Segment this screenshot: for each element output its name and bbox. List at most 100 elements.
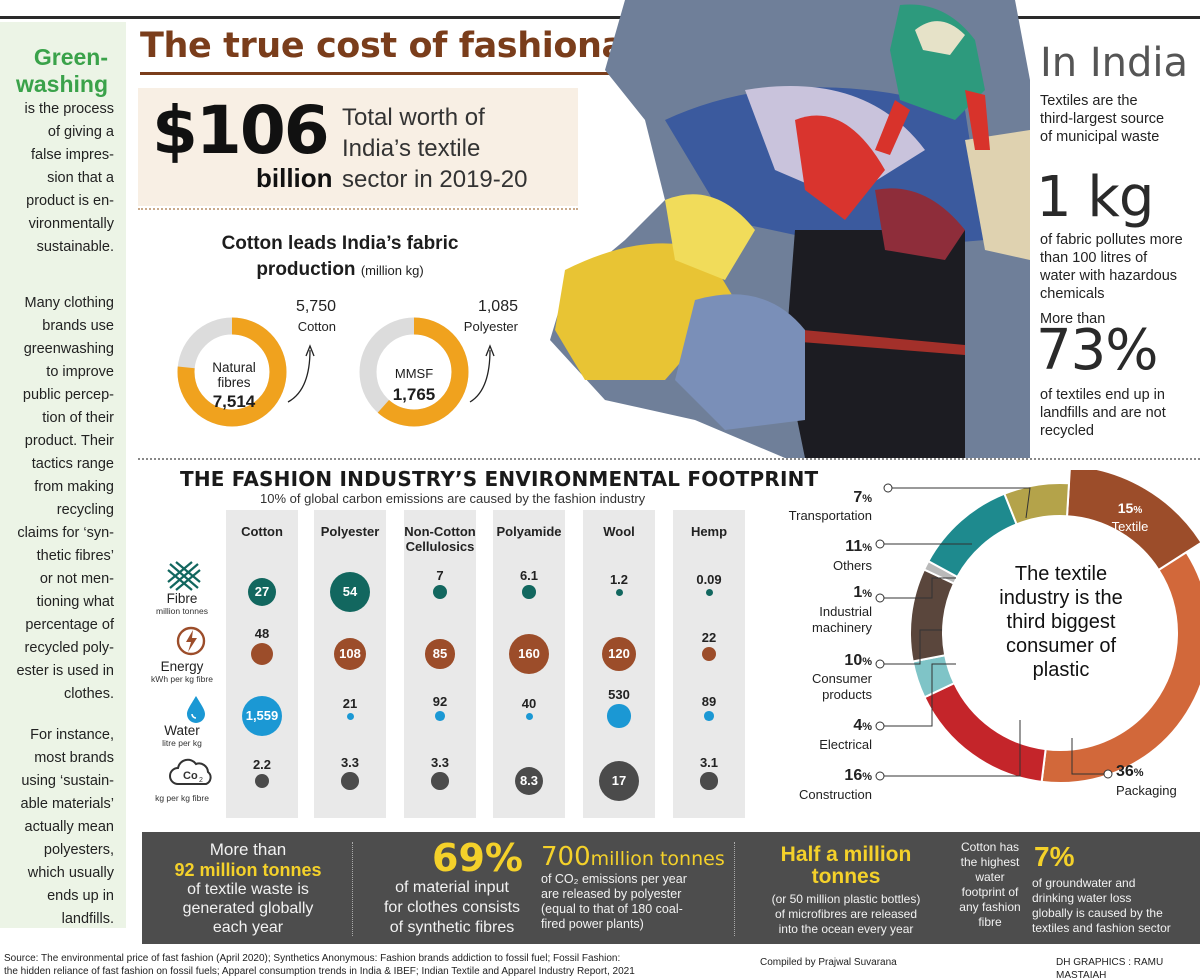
bubble-3-1 bbox=[341, 772, 359, 790]
stat-cotton-water: Cotton has the highest water footprint o… bbox=[959, 840, 1021, 929]
pie-name-textile: Textile bbox=[1111, 519, 1149, 534]
bubble-3-0 bbox=[254, 773, 270, 789]
bubble-1-1 bbox=[333, 637, 367, 671]
bubble-2-2 bbox=[435, 711, 445, 721]
stat-synthetic-figure: 69% bbox=[432, 836, 523, 880]
pie-pct-others-value: 11 bbox=[845, 538, 863, 555]
bubble-value-2-4: 530 bbox=[608, 687, 630, 703]
column-header-wool: Wool bbox=[603, 524, 635, 539]
stat-waste-text: of textile waste is generated globally e… bbox=[182, 881, 314, 936]
plastic-leader-lines bbox=[875, 483, 1113, 781]
bubble-value-2-1: 21 bbox=[342, 695, 358, 711]
top-rule bbox=[0, 16, 1200, 19]
footprint-title: THE FASHION INDUSTRY’S ENVIRONMENTAL FOO… bbox=[180, 467, 819, 491]
footer-source: Source: The environmental price of fast … bbox=[4, 953, 635, 977]
pie-name-packaging: Packaging bbox=[1116, 783, 1177, 798]
natural-callout-arrowhead bbox=[305, 344, 315, 357]
bubble-1-4 bbox=[601, 636, 637, 672]
stat-co2-figure: 700million tonnes bbox=[541, 842, 725, 872]
bubble-1-3 bbox=[509, 634, 549, 674]
pie-pct-others: 11% bbox=[752, 538, 872, 556]
cotton-title-line1: Cotton leads India’s fabric bbox=[221, 233, 459, 254]
pie-pct-transportation: 7% bbox=[752, 489, 872, 507]
bubble-2-1 bbox=[346, 712, 354, 720]
polyester-callout-label: Polyester bbox=[463, 319, 518, 334]
column-header-cotton: Cotton bbox=[241, 524, 283, 539]
stat-co2-number: 700 bbox=[541, 842, 591, 872]
bubble-value-1-3: 160 bbox=[518, 646, 540, 661]
bubble-3-5 bbox=[700, 772, 718, 790]
column-header-polyamide: Polyamide bbox=[496, 524, 562, 539]
bubble-value-0-0: 27 bbox=[254, 584, 270, 599]
plastic-consumption-donut bbox=[909, 470, 1200, 784]
worker-arm-left bbox=[875, 100, 910, 155]
water-icon bbox=[187, 696, 205, 723]
natural-callout-arrow bbox=[287, 349, 311, 403]
bottom-divider-1 bbox=[352, 842, 353, 936]
mmsf-callout-arrowhead bbox=[485, 344, 495, 357]
plastic-donut-center-text: The textile industry is the third bigges… bbox=[999, 563, 1123, 681]
stat-microfibre-text: (or 50 million plastic bottles) of micro… bbox=[771, 892, 921, 936]
mmsf-donut-polyester-share bbox=[359, 317, 469, 427]
pct-sign: % bbox=[862, 721, 872, 733]
footer-graphics: DH GRAPHICS : RAMU MASTAIAH bbox=[1056, 957, 1164, 978]
pie-pct-electrical: 4% bbox=[752, 717, 872, 735]
bubble-2-3 bbox=[525, 712, 533, 720]
bubble-value-2-5: 89 bbox=[701, 694, 717, 710]
sidebar-paragraph-definition: is the process of giving a false impres-… bbox=[24, 101, 114, 255]
india-heading: In India bbox=[1040, 40, 1189, 86]
pct-sign: % bbox=[862, 493, 872, 505]
big-stat-unit: billion bbox=[256, 163, 333, 193]
bubble-value-2-2: 92 bbox=[432, 694, 448, 710]
row-label-fibre: Fibre bbox=[166, 591, 198, 606]
bubble-value-1-4: 120 bbox=[608, 646, 630, 661]
india-big-73pct: 73% bbox=[1036, 318, 1158, 383]
co2-cloud-icon: Co 2 bbox=[169, 758, 212, 785]
footprint-subtitle: 10% of global carbon emissions are cause… bbox=[260, 491, 646, 506]
pie-pct-industrial-machinery: 1% bbox=[752, 584, 872, 602]
pie-pct-textile-value: 15 bbox=[1117, 500, 1134, 516]
cotton-title-line2: production bbox=[256, 259, 356, 280]
pct-sign: % bbox=[1133, 505, 1143, 516]
natural-fibres-donut bbox=[177, 317, 287, 427]
bubble-2-0 bbox=[242, 696, 282, 736]
bubble-0-1 bbox=[330, 572, 370, 612]
bubble-0-0 bbox=[247, 577, 277, 607]
worker-arm-right bbox=[965, 90, 990, 150]
natural-donut-label: Natural fibres bbox=[212, 360, 256, 390]
bubble-value-3-3: 8.3 bbox=[519, 773, 539, 788]
sidebar-title: Green- washing bbox=[15, 44, 108, 97]
bubble-value-0-3: 6.1 bbox=[519, 568, 539, 584]
pie-pct-construction: 16% bbox=[752, 767, 872, 785]
pie-pct-packaging: 36% bbox=[1116, 763, 1144, 781]
yellow-cloth-2 bbox=[665, 194, 755, 280]
section-divider bbox=[138, 458, 1200, 460]
clothing-pile-photo bbox=[550, 0, 1030, 458]
bubble-value-1-2: 85 bbox=[432, 646, 448, 661]
bubble-1-5 bbox=[701, 646, 717, 662]
red-cloth bbox=[795, 115, 885, 220]
pct-sign: % bbox=[862, 656, 872, 668]
pie-pct-textile: 15% bbox=[1100, 500, 1160, 516]
stat-waste-lead: More than bbox=[209, 840, 287, 859]
bubble-0-2 bbox=[432, 584, 448, 600]
bubble-1-2 bbox=[425, 639, 455, 669]
bubble-value-2-0: 1,559 bbox=[245, 708, 279, 723]
bubble-3-2 bbox=[431, 772, 449, 790]
denim-cloth bbox=[675, 294, 805, 430]
svg-text:Co: Co bbox=[183, 770, 198, 782]
pie-pct-packaging-value: 36 bbox=[1116, 763, 1134, 780]
row-label-energy: Energy bbox=[160, 659, 204, 674]
pie-name-consumer-products: Consumer products bbox=[812, 671, 872, 702]
bubble-value-1-1: 108 bbox=[339, 646, 361, 661]
pie-pct-construction-value: 16 bbox=[844, 767, 863, 784]
sidebar-paragraph-tactics: Many clothing brands use greenwashing to… bbox=[16, 295, 114, 702]
beige-cloth bbox=[965, 130, 1030, 260]
column-header-hemp: Hemp bbox=[690, 524, 728, 539]
stat-waste-figure: 92 million tonnes bbox=[174, 860, 322, 880]
india-fact-water: of fabric pollutes more than 100 litres … bbox=[1040, 232, 1183, 302]
mmsf-donut-value: 1,765 bbox=[392, 385, 436, 404]
embroidered-border bbox=[801, 330, 965, 355]
bubble-3-4 bbox=[599, 761, 639, 801]
